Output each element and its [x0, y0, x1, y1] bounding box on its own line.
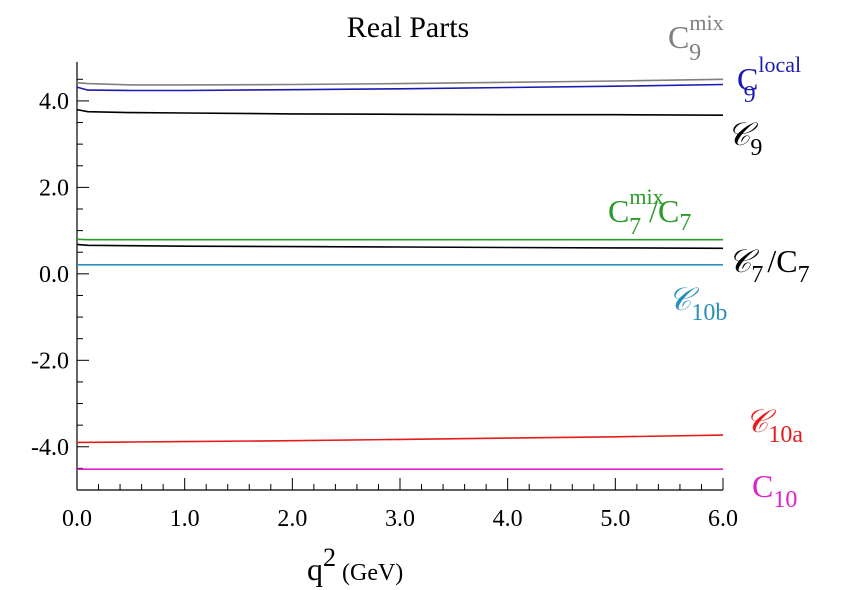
x-tick-label: 0.0: [62, 506, 92, 532]
x-tick-label: 2.0: [277, 506, 307, 532]
label-suffix-sub: 7: [798, 262, 810, 288]
series-label-text: Cmix 7/C7: [608, 184, 691, 240]
series-line-3: [76, 108, 724, 116]
series-label-text: C10: [752, 468, 797, 513]
label-suffix-base: C: [658, 193, 679, 229]
y-tick-label: 2.0: [39, 175, 69, 201]
y-tick-label: -4.0: [31, 435, 69, 461]
label-slash: /: [767, 243, 776, 279]
label-sub: 7: [629, 214, 641, 240]
x-tick-label: 3.0: [385, 506, 415, 532]
x-axis-title-main: q: [307, 551, 323, 587]
label-sub: 10a: [768, 422, 803, 448]
y-tick-label: 4.0: [39, 89, 69, 115]
series-label-3: 𝒞9: [727, 115, 762, 161]
x-axis-title-sup: 2: [323, 543, 336, 572]
x-axis-title-unit: (GeV): [342, 560, 403, 586]
label-suffix-base: C: [776, 243, 797, 279]
label-sup: mix: [629, 184, 663, 209]
label-base: C: [608, 193, 629, 229]
series-label-text: 𝒞9: [727, 115, 762, 161]
label-suffix-sub: 7: [679, 210, 691, 236]
x-tick-label: 6.0: [708, 506, 738, 532]
axes: 0.0 1.0 2.0 3.0 4.0 5.0 6.0 -4.0 -2.0 0.0 2.0 4.0: [31, 62, 738, 532]
x-axis-label: q2(GeV): [307, 543, 403, 587]
label-sub: 10: [773, 487, 797, 513]
series-label-text: 𝒞10b: [668, 280, 727, 326]
series-label-text: Cmix 9: [668, 10, 724, 66]
x-tick-label: 5.0: [600, 506, 630, 532]
series-label-8: C10: [752, 468, 797, 513]
label-sub: 9: [689, 40, 701, 66]
y-tick-label: 0.0: [39, 262, 69, 288]
series-line-5: [76, 243, 724, 250]
label-sub: 9: [750, 135, 762, 161]
series-label-2: Clocal 9: [737, 52, 801, 108]
series-label-1: Cmix 9: [668, 10, 724, 66]
series-label-text: Clocal 9: [737, 52, 801, 108]
series-label-7: 𝒞10a: [745, 402, 803, 448]
label-sub: 9: [744, 82, 756, 108]
series-label-6: 𝒞10b: [668, 280, 727, 326]
series-label-text: 𝒞7/C7: [728, 242, 810, 288]
y-tick-label: -2.0: [31, 348, 69, 374]
label-sub: 7: [751, 262, 763, 288]
series-lines: [76, 78, 724, 471]
label-base: C: [668, 19, 689, 55]
series-label-text: 𝒞10a: [745, 402, 803, 448]
x-tick-label: 1.0: [170, 506, 200, 532]
label-sup: mix: [689, 10, 723, 35]
label-base: C: [752, 468, 773, 504]
series-label-5: 𝒞7/C7: [728, 242, 810, 288]
label-sup: local: [758, 52, 801, 77]
series-line-1: [76, 78, 724, 86]
chart-title: Real Parts: [347, 11, 469, 44]
x-tick-label: 4.0: [493, 506, 523, 532]
series-line-2: [76, 83, 724, 92]
series-label-4: Cmix 7/C7: [608, 184, 691, 240]
label-slash: /: [649, 193, 658, 229]
x-axis-title: q2(GeV): [307, 543, 403, 587]
label-sub: 10b: [691, 300, 727, 326]
series-line-7: [76, 434, 724, 444]
label-base: C: [737, 61, 758, 97]
